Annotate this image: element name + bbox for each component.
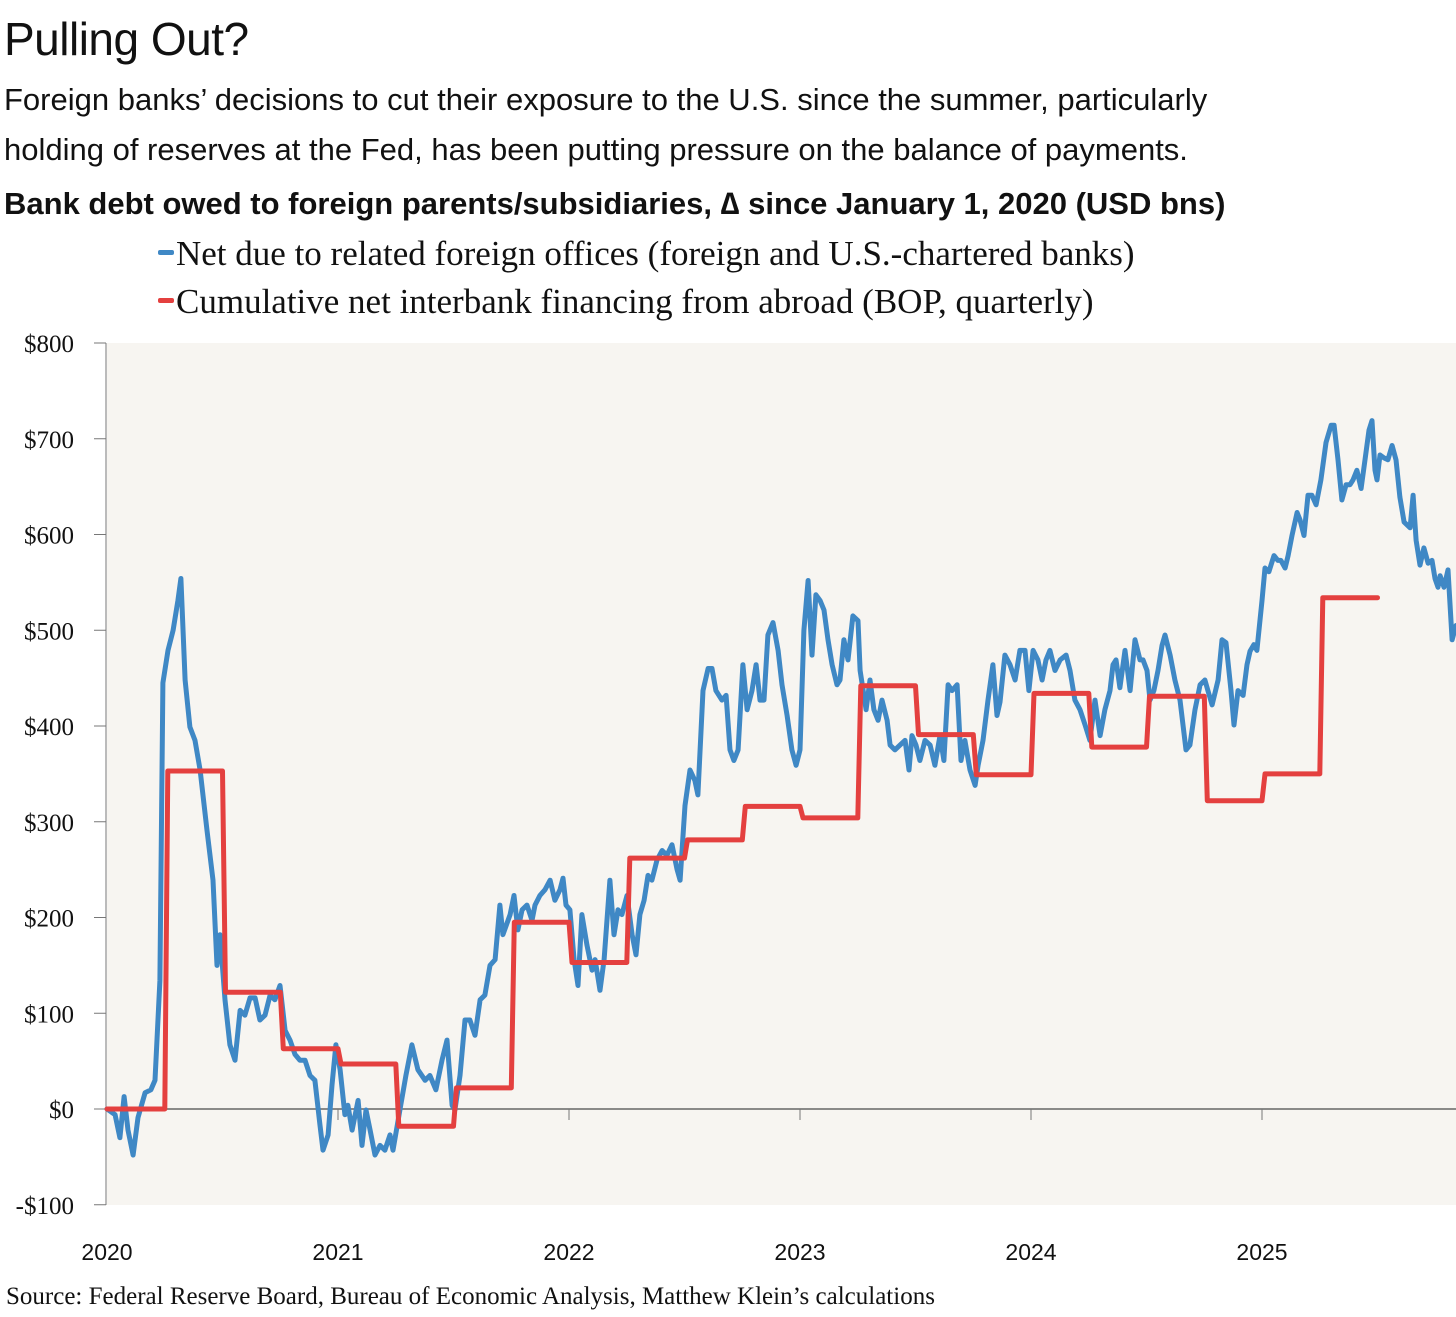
y-tick-label: $700	[24, 427, 74, 454]
legend-item-cumulative: Cumulative net interbank financing from …	[158, 282, 1094, 322]
x-tick-label: 2023	[774, 1239, 825, 1265]
legend-label: Net due to related foreign offices (fore…	[176, 234, 1135, 273]
chart-title-main: Pulling Out?	[4, 13, 249, 65]
subtitle-line-1: Foreign banks’ decisions to cut their ex…	[4, 82, 1208, 117]
x-tick-label: 2021	[312, 1239, 363, 1265]
y-tick-label: $200	[24, 906, 74, 933]
chart-heading: Bank debt owed to foreign parents/subsid…	[4, 186, 1226, 221]
y-tick-label: $800	[24, 331, 74, 358]
legend-label: Cumulative net interbank financing from …	[176, 282, 1094, 321]
y-tick-label: $0	[49, 1097, 74, 1124]
y-tick-label: $300	[24, 810, 74, 837]
y-tick-label: $600	[24, 523, 74, 550]
x-tick-label: 2020	[81, 1239, 132, 1265]
y-tick-label: $400	[24, 714, 74, 741]
subtitle-line-2: holding of reserves at the Fed, has been…	[4, 132, 1188, 167]
y-tick-label: -$100	[16, 1193, 74, 1220]
x-tick-label: 2022	[543, 1239, 594, 1265]
legend-item-net-due: Net due to related foreign offices (fore…	[158, 234, 1135, 274]
x-tick-label: 2025	[1236, 1239, 1287, 1265]
y-tick-label: $100	[24, 1001, 74, 1028]
legend-swatch-blue	[158, 250, 174, 256]
series-line-cumulative-bop	[104, 595, 1380, 1129]
legend-swatch-red	[158, 298, 174, 304]
source-note: Source: Federal Reserve Board, Bureau of…	[6, 1283, 935, 1310]
y-tick-label: $500	[24, 618, 74, 645]
series-line-net-due	[104, 418, 1456, 1158]
x-tick-label: 2024	[1005, 1239, 1056, 1265]
